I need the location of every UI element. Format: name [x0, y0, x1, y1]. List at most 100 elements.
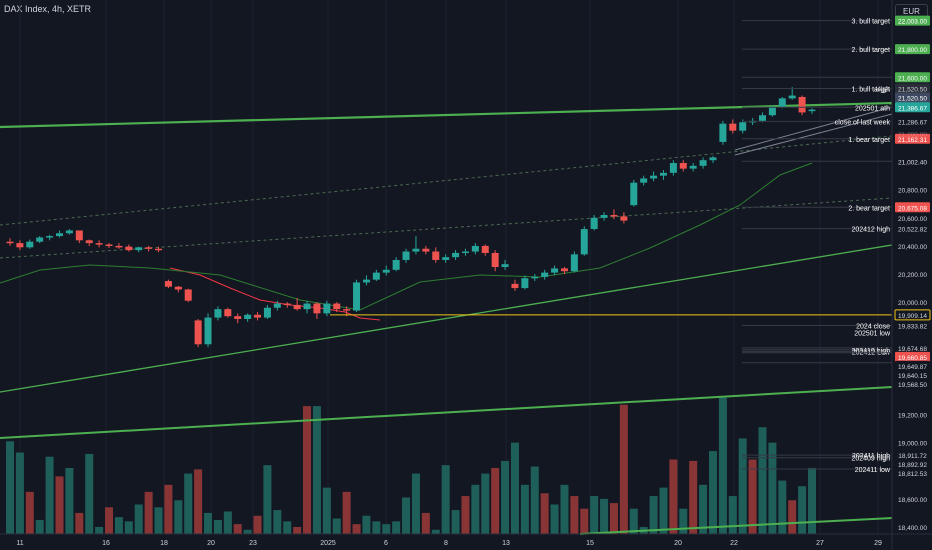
- volume-bar: [174, 500, 183, 534]
- volume-bar: [45, 456, 54, 534]
- candle: [293, 304, 301, 310]
- volume-bar: [718, 397, 727, 534]
- candle: [640, 178, 648, 183]
- x-tick-label: 29: [874, 540, 882, 547]
- x-tick-label: 27: [816, 540, 824, 547]
- candle: [600, 215, 608, 218]
- volume-bar: [293, 526, 302, 534]
- volume-bar: [233, 524, 242, 534]
- candle: [511, 283, 519, 289]
- volume-bar: [342, 491, 351, 534]
- candle: [184, 289, 192, 301]
- y-tick-label: 20,200.00: [898, 272, 927, 279]
- volume-bar: [114, 517, 123, 534]
- volume-bar: [35, 519, 44, 534]
- price-tag: [895, 133, 930, 144]
- candle: [194, 320, 202, 345]
- volume-bar: [481, 473, 490, 534]
- price-tag: [894, 309, 931, 321]
- x-tick-label: 18: [160, 540, 168, 547]
- y-tick-label: 21,800.00: [898, 47, 927, 54]
- price-tag-text: 21,600.00: [898, 75, 927, 82]
- volume-bar: [798, 486, 807, 534]
- y-tick-label: 22,000.00: [898, 19, 927, 26]
- candle: [471, 245, 479, 252]
- volume-bar: [382, 524, 391, 534]
- volume-bars: [6, 397, 816, 534]
- volume-bar: [75, 512, 84, 534]
- price-tag: [895, 369, 930, 380]
- volume-bar: [154, 507, 163, 534]
- price-tag: [895, 92, 930, 103]
- candle: [164, 281, 172, 287]
- volume-bar: [520, 484, 529, 534]
- volume-bar: [15, 452, 24, 534]
- y-tick-label: 18,600.00: [898, 497, 927, 504]
- candle: [244, 314, 252, 319]
- candle: [541, 272, 549, 277]
- candle: [362, 279, 370, 283]
- candle: [155, 248, 163, 251]
- volume-bar: [213, 519, 222, 534]
- volume-bar: [461, 496, 470, 534]
- candle: [560, 268, 568, 272]
- volume-bar: [25, 491, 34, 534]
- volume-bar: [501, 460, 510, 534]
- candle: [679, 163, 687, 169]
- volume-bar: [223, 511, 232, 534]
- candle: [145, 247, 153, 249]
- trend-line: [0, 244, 893, 393]
- candle: [778, 98, 786, 107]
- candle: [590, 217, 598, 230]
- candle: [85, 240, 93, 244]
- candle: [303, 303, 311, 310]
- volume-bar: [669, 459, 678, 534]
- y-tick-label: 21,600.00: [898, 75, 927, 82]
- volume-bar: [253, 515, 262, 534]
- candle: [333, 303, 341, 310]
- candle: [254, 314, 262, 318]
- volume-bar: [699, 484, 708, 534]
- volume-bar: [352, 524, 361, 534]
- y-tick-label: 20,600.00: [898, 216, 927, 223]
- volume-bar: [85, 453, 94, 534]
- y-tick-label: 21,200.00: [898, 132, 927, 139]
- volume-bar: [95, 526, 104, 534]
- volume-bar: [629, 508, 638, 534]
- candle: [273, 303, 281, 308]
- level-label: 202412 high: [851, 227, 890, 234]
- price-tag: [895, 15, 930, 26]
- price-tag-text: 18,892.92: [898, 462, 927, 469]
- x-tick-label: 13: [502, 540, 510, 547]
- candle: [214, 309, 222, 318]
- volume-bar: [580, 508, 589, 534]
- y-tick-label: 18,400.00: [898, 525, 927, 532]
- x-tick-label: 20: [207, 540, 215, 547]
- candle: [115, 245, 123, 248]
- candle: [6, 241, 14, 244]
- candle: [452, 252, 460, 258]
- price-tag: [895, 459, 930, 470]
- volume-bar: [738, 438, 747, 534]
- y-tick-label: 19,000.00: [898, 441, 927, 448]
- level-label: High: [876, 86, 891, 93]
- candle: [808, 109, 816, 112]
- price-tag-text: 18,812.53: [898, 471, 927, 478]
- price-tag: [895, 156, 930, 167]
- level-label: 2. bull target: [851, 47, 890, 54]
- x-tick-label: 22: [730, 540, 738, 547]
- candle: [689, 165, 697, 169]
- level-label: 202411 high: [852, 453, 890, 460]
- price-tag-text: 21,162.31: [898, 137, 927, 144]
- volume-bar: [303, 406, 312, 534]
- volume-bar: [144, 491, 153, 534]
- volume-bar: [204, 512, 213, 534]
- volume-bar: [600, 498, 609, 534]
- volume-bar: [689, 460, 698, 534]
- candle: [669, 163, 677, 173]
- candle: [323, 303, 331, 314]
- volume-bar: [491, 467, 500, 534]
- grid: [19, 0, 879, 534]
